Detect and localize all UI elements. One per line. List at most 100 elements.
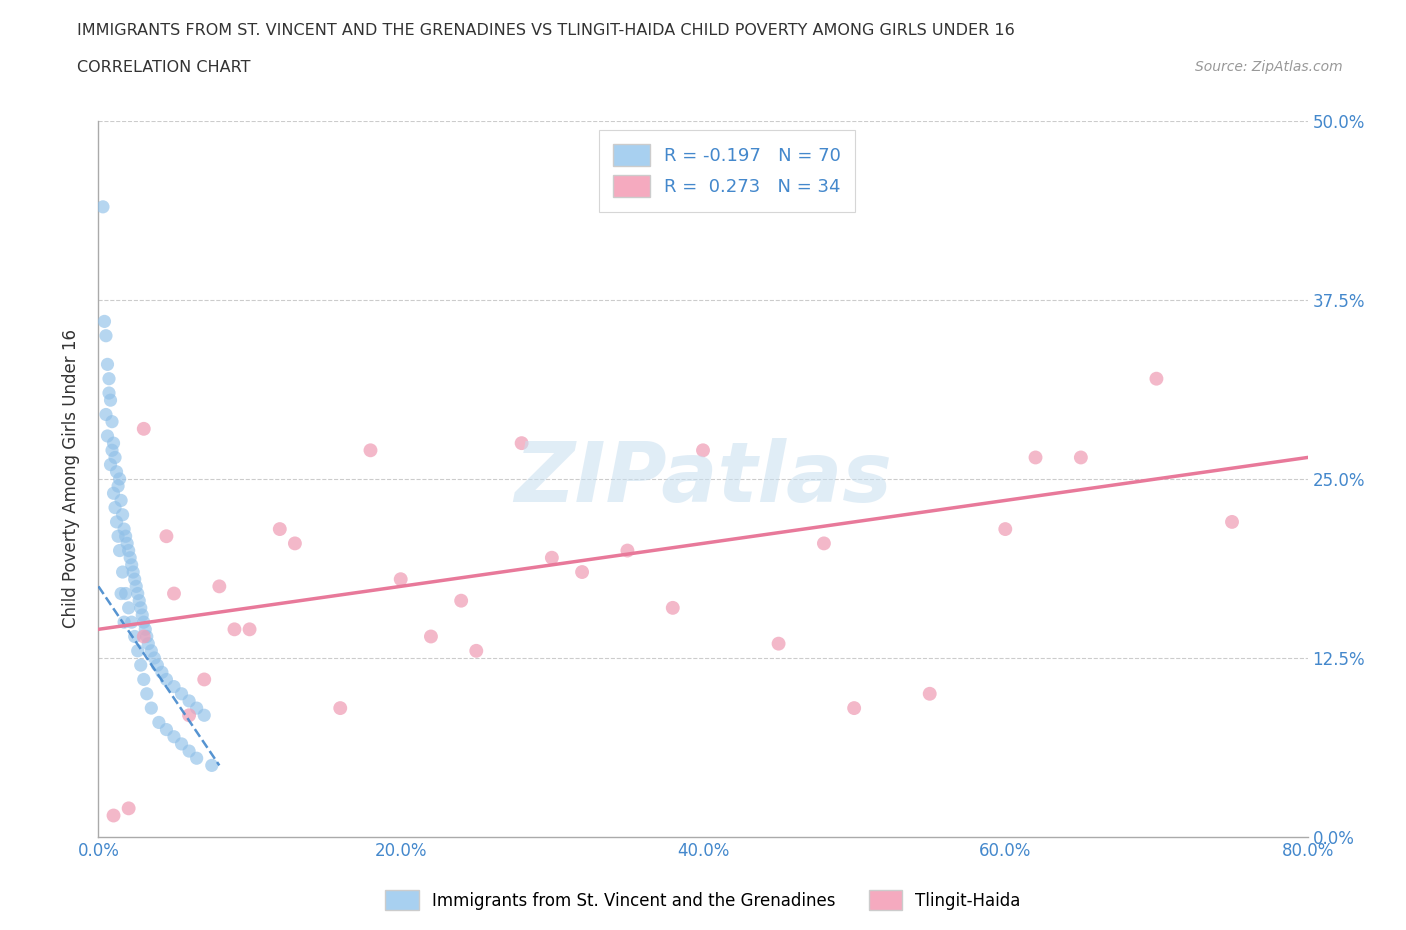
- Point: [100, 392, 122, 407]
- Point: [127, 586, 149, 601]
- Point: [193, 708, 215, 723]
- Point: [129, 658, 152, 672]
- Point: [114, 529, 136, 544]
- Point: [112, 522, 135, 537]
- Point: [108, 472, 131, 486]
- Point: [132, 615, 155, 630]
- Point: [108, 543, 131, 558]
- Point: [103, 808, 125, 823]
- Point: [107, 479, 129, 494]
- Point: [124, 572, 146, 587]
- Point: [103, 435, 125, 451]
- Point: [129, 601, 152, 616]
- Point: [118, 601, 141, 616]
- Point: [132, 672, 155, 687]
- Point: [540, 551, 562, 565]
- Point: [170, 686, 193, 701]
- Point: [616, 543, 638, 558]
- Point: [135, 629, 157, 644]
- Point: [163, 729, 186, 744]
- Point: [465, 644, 488, 658]
- Point: [110, 586, 132, 601]
- Point: [284, 536, 307, 551]
- Point: [143, 651, 166, 666]
- Point: [128, 593, 150, 608]
- Point: [224, 622, 246, 637]
- Text: Source: ZipAtlas.com: Source: ZipAtlas.com: [1195, 60, 1343, 74]
- Point: [118, 801, 141, 816]
- Point: [420, 629, 443, 644]
- Point: [124, 629, 146, 644]
- Point: [131, 607, 153, 622]
- Point: [510, 435, 533, 451]
- Point: [389, 572, 412, 587]
- Point: [155, 672, 177, 687]
- Point: [104, 450, 127, 465]
- Point: [111, 508, 134, 523]
- Point: [661, 601, 683, 616]
- Point: [134, 622, 156, 637]
- Point: [201, 758, 224, 773]
- Point: [1024, 450, 1046, 465]
- Point: [692, 443, 714, 458]
- Point: [1220, 514, 1243, 529]
- Point: [105, 464, 128, 479]
- Point: [121, 557, 143, 572]
- Point: [450, 593, 472, 608]
- Point: [103, 485, 125, 500]
- Point: [94, 328, 117, 343]
- Point: [163, 586, 186, 601]
- Point: [127, 644, 149, 658]
- Point: [1070, 450, 1092, 465]
- Point: [239, 622, 262, 637]
- Point: [93, 314, 115, 329]
- Point: [141, 700, 163, 715]
- Point: [193, 672, 215, 687]
- Point: [101, 443, 124, 458]
- Point: [122, 565, 145, 579]
- Point: [135, 686, 157, 701]
- Point: [179, 744, 201, 759]
- Point: [115, 536, 138, 551]
- Point: [100, 458, 122, 472]
- Point: [148, 715, 170, 730]
- Text: CORRELATION CHART: CORRELATION CHART: [77, 60, 250, 75]
- Point: [155, 529, 177, 544]
- Point: [107, 529, 129, 544]
- Point: [155, 722, 177, 737]
- Point: [96, 357, 118, 372]
- Point: [918, 686, 941, 701]
- Point: [179, 708, 201, 723]
- Legend: R = -0.197   N = 70, R =  0.273   N = 34: R = -0.197 N = 70, R = 0.273 N = 34: [599, 130, 855, 212]
- Point: [179, 694, 201, 709]
- Point: [98, 371, 121, 386]
- Point: [186, 700, 208, 715]
- Text: ZIPatlas: ZIPatlas: [515, 438, 891, 520]
- Point: [105, 514, 128, 529]
- Point: [96, 429, 118, 444]
- Point: [844, 700, 866, 715]
- Point: [994, 522, 1017, 537]
- Point: [132, 629, 155, 644]
- Point: [208, 578, 231, 594]
- Point: [101, 414, 124, 429]
- Point: [571, 565, 593, 579]
- Point: [360, 443, 382, 458]
- Point: [136, 636, 159, 651]
- Point: [114, 586, 136, 601]
- Point: [269, 522, 291, 537]
- Point: [186, 751, 208, 765]
- Point: [146, 658, 169, 672]
- Point: [91, 199, 114, 214]
- Y-axis label: Child Poverty Among Girls Under 16: Child Poverty Among Girls Under 16: [62, 329, 80, 629]
- Point: [98, 386, 121, 401]
- Text: IMMIGRANTS FROM ST. VINCENT AND THE GRENADINES VS TLINGIT-HAIDA CHILD POVERTY AM: IMMIGRANTS FROM ST. VINCENT AND THE GREN…: [77, 23, 1015, 38]
- Point: [121, 615, 143, 630]
- Point: [104, 500, 127, 515]
- Point: [141, 644, 163, 658]
- Point: [768, 636, 790, 651]
- Point: [1146, 371, 1168, 386]
- Point: [120, 551, 142, 565]
- Point: [163, 679, 186, 694]
- Point: [170, 737, 193, 751]
